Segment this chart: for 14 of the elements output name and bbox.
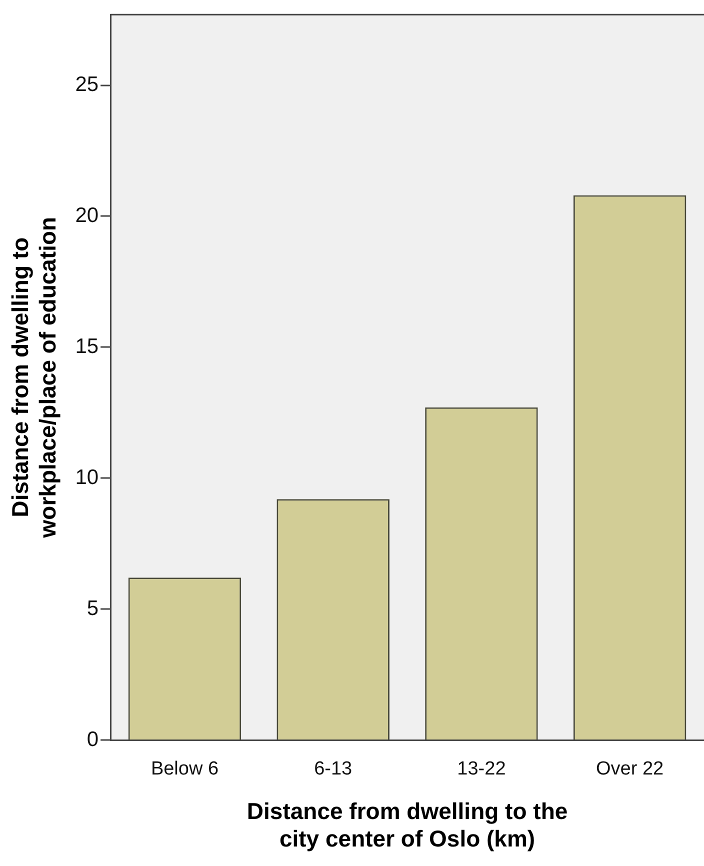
x-tick-label: Over 22 [596, 758, 664, 780]
text: Distance from dwelling to [7, 237, 34, 518]
y-tick-label: 5 [86, 596, 99, 620]
text: workplace/place of education [34, 216, 61, 538]
y-tick-label: 0 [86, 728, 99, 751]
y-tick-label: 10 [75, 466, 99, 489]
y-tick-label: 25 [75, 73, 99, 96]
y-tick-label: 15 [75, 334, 99, 358]
x-tick-label: Below 6 [150, 758, 219, 780]
y-tick-label: 20 [75, 204, 99, 228]
text: city center of Oslo (km) [279, 826, 536, 852]
text: Distance from dwelling to the [246, 798, 568, 824]
x-tick-label: 6-13 [314, 758, 352, 780]
x-tick-label: 13-22 [457, 758, 506, 780]
